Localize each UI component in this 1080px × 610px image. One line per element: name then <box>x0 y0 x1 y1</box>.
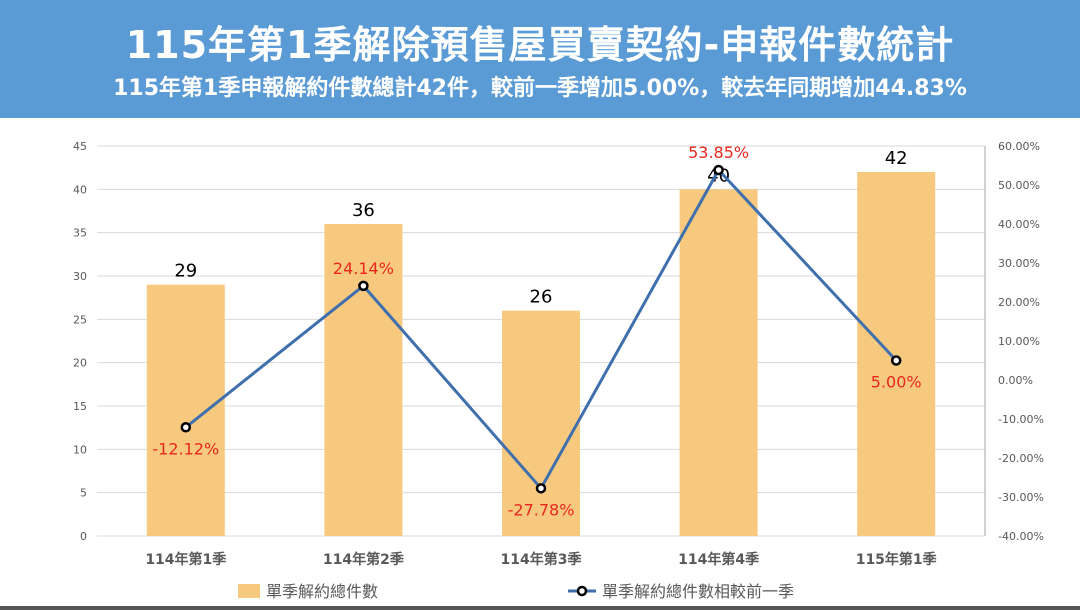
legend-line-marker <box>576 585 588 597</box>
combo-chart: 0 5 10 15 20 25 30 35 40 45 -40.00% -30.00% -20.00% -… <box>73 140 1044 601</box>
bar <box>502 310 580 536</box>
line-value-label: -12.12% <box>152 439 219 458</box>
line-point <box>890 355 902 366</box>
bar <box>857 172 936 536</box>
left-tick-label: 25 <box>73 313 87 326</box>
left-tick-label: 45 <box>73 140 87 153</box>
left-tick-label: 30 <box>73 270 87 283</box>
right-tick-label: 60.00% <box>998 140 1040 153</box>
bar-value-label: 26 <box>530 287 553 308</box>
line-point <box>180 422 192 433</box>
bottom-border <box>0 606 1080 610</box>
line-value-label: -27.78% <box>508 500 575 519</box>
right-tick-label: 10.00% <box>998 335 1040 348</box>
left-tick-label: 40 <box>73 183 87 196</box>
right-tick-label: -40.00% <box>998 530 1044 543</box>
category-label: 114年第3季 <box>501 551 582 568</box>
legend-line-label: 單季解約總件數相較前一季 <box>602 582 794 601</box>
line-point <box>535 483 547 494</box>
left-tick-label: 10 <box>73 443 87 456</box>
left-tick-label: 20 <box>73 357 87 370</box>
left-tick-label: 5 <box>80 487 87 500</box>
right-tick-label: 20.00% <box>998 296 1040 309</box>
bar <box>324 224 403 536</box>
bar <box>679 189 758 536</box>
line-value-label: 24.14% <box>333 259 394 278</box>
line-value-label: 5.00% <box>871 373 922 392</box>
right-tick-label: 0.00% <box>998 374 1033 387</box>
left-tick-label: 35 <box>73 227 87 240</box>
legend-bar-label: 單季解約總件數 <box>266 582 378 601</box>
left-tick-label: 15 <box>73 400 87 413</box>
page-subtitle: 115年第1季申報解約件數總計42件，較前一季增加5.00%，較去年同期增加44… <box>113 76 967 101</box>
chart-area: 0 5 10 15 20 25 30 35 40 45 -40.00% -30.00% -20.00% -… <box>0 118 1080 610</box>
legend-bar-swatch <box>238 584 260 598</box>
right-tick-label: -10.00% <box>998 413 1044 426</box>
left-tick-label: 0 <box>80 530 87 543</box>
line-point <box>358 280 369 292</box>
line-value-label: 53.85% <box>688 143 749 162</box>
right-tick-label: -30.00% <box>998 491 1044 504</box>
category-label: 114年第4季 <box>678 551 759 568</box>
right-tick-label: -20.00% <box>998 452 1044 465</box>
bar-value-label: 42 <box>885 148 908 169</box>
header-banner: 115年第1季解除預售屋買賣契約-申報件數統計 115年第1季申報解約件數總計4… <box>0 0 1080 118</box>
category-label: 114年第1季 <box>145 551 226 568</box>
bar <box>146 284 225 536</box>
category-label: 115年第1季 <box>856 551 937 568</box>
right-tick-label: 40.00% <box>998 218 1040 231</box>
line-point <box>713 164 724 176</box>
page-title: 115年第1季解除預售屋買賣契約-申報件數統計 <box>125 23 955 67</box>
right-tick-label: 30.00% <box>998 257 1040 270</box>
bar-value-label: 29 <box>174 261 197 282</box>
bar-value-label: 36 <box>352 200 375 221</box>
right-tick-label: 50.00% <box>998 179 1040 192</box>
category-label: 114年第2季 <box>323 551 404 568</box>
